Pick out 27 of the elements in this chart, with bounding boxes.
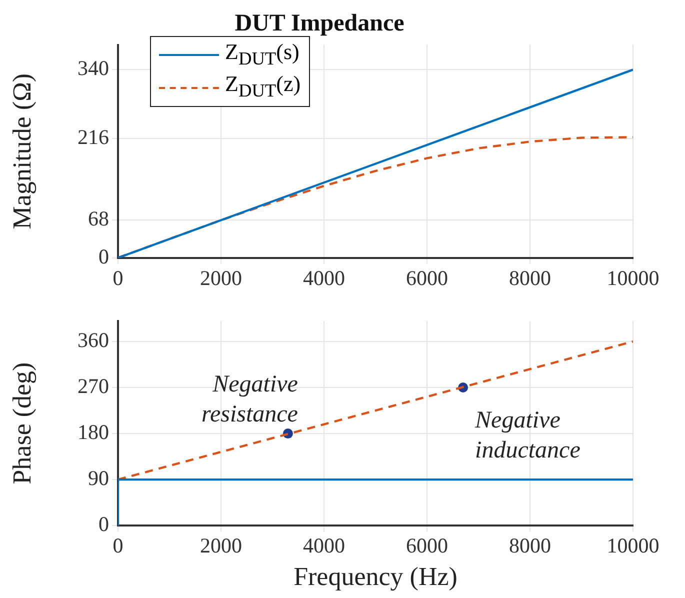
x-tick-label: 2000: [200, 266, 242, 290]
x-tick-label: 6000: [406, 534, 448, 558]
x-tick-label: 2000: [200, 534, 242, 558]
annotation: Negative resistance: [202, 372, 298, 428]
y-tick-label: 90: [88, 466, 109, 490]
x-tick-label: 4000: [303, 266, 345, 290]
y-tick-label: 0: [98, 244, 109, 268]
y-tick-label: 0: [98, 512, 109, 536]
y-axis-title: Magnitude (Ω): [7, 73, 36, 230]
y-tick-label: 270: [78, 374, 109, 398]
y-tick-label: 360: [78, 328, 109, 352]
x-tick-label: 8000: [509, 266, 551, 290]
chart-title: DUT Impedance: [234, 10, 405, 37]
y-tick-label: 216: [78, 124, 109, 149]
y-tick-label: 68: [88, 206, 109, 231]
legend-label: Z$_{DUT}$(z): [225, 71, 301, 103]
y-axis-title: Phase (deg): [7, 362, 36, 484]
x-tick-label: 10000: [606, 534, 660, 558]
y-tick-label: 340: [78, 56, 109, 80]
x-axis-title: Frequency (Hz): [294, 562, 458, 592]
annotation: Negative inductance: [474, 407, 581, 464]
x-tick-label: 4000: [303, 534, 345, 558]
x-tick-label: 10000: [606, 266, 660, 290]
x-tick-label: 6000: [406, 266, 448, 290]
x-tick-label: 8000: [509, 534, 551, 558]
legend-label: Z$_{DUT}$(s): [225, 39, 300, 70]
y-tick-label: 180: [78, 420, 109, 444]
